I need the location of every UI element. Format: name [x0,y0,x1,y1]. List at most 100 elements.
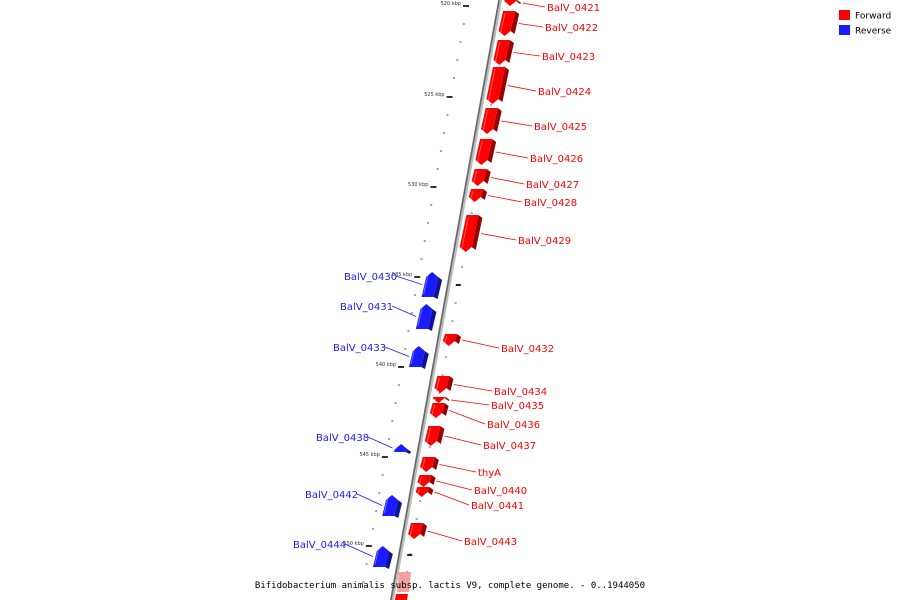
gene-feature[interactable]: thyA [420,457,501,479]
gene-arrow[interactable] [471,169,487,186]
gene-label[interactable]: BalV_0430 [344,272,397,283]
gene-label[interactable]: BalV_0435 [491,401,544,412]
gene-feature[interactable]: BalV_0442 [305,490,402,518]
gene-arrow[interactable] [442,334,457,346]
gene-leader-line [439,464,477,473]
gene-label[interactable]: BalV_0433 [333,343,386,354]
gene-shade [483,169,491,184]
gene-feature[interactable]: BalV_0444 [293,540,393,569]
gene-label[interactable]: BalV_0426 [530,154,583,165]
gene-arrow[interactable] [415,304,433,329]
gene-label[interactable]: BalV_0436 [487,420,540,431]
gene-label[interactable]: BalV_0444 [293,540,346,551]
gene-arrow[interactable] [393,444,408,452]
minor-tick [378,492,381,494]
gene-arrow[interactable] [498,11,516,36]
gene-feature[interactable]: BalV_0429 [459,215,571,252]
gene-arrow[interactable] [421,272,439,297]
gene-arrow[interactable] [475,139,493,165]
gene-label[interactable]: BalV_0421 [547,3,600,14]
gene-label[interactable]: BalV_0442 [305,490,358,501]
gene-arrow[interactable] [429,403,445,418]
gene-label[interactable]: BalV_0441 [471,501,524,512]
gene-arrow[interactable] [434,376,450,393]
gene-arrow[interactable] [408,523,423,539]
gene-feature[interactable]: BalV_0441 [415,487,524,512]
gene-leader-line [522,2,546,8]
gene-leader-line [427,530,463,542]
gene-label[interactable]: BalV_0438 [316,433,369,444]
gene-arrow[interactable] [481,108,498,134]
gene-arrow[interactable] [424,426,441,446]
gene-feature[interactable]: BalV_0431 [340,302,437,331]
minor-tick [423,240,426,242]
gene-label[interactable]: BalV_0440 [474,486,527,497]
gene-feature[interactable]: BalV_0436 [429,403,540,431]
gene-label[interactable]: BalV_0431 [340,302,393,313]
gene-label[interactable]: BalV_0427 [526,180,579,191]
gene-label[interactable]: thyA [478,468,501,479]
gene-feature[interactable]: BalV_0443 [408,523,517,548]
major-tick: 535 kbp [392,272,421,278]
minor-tick [441,374,444,376]
gene-label[interactable]: BalV_0422 [545,23,598,34]
gene-feature[interactable]: BalV_0424 [486,67,591,104]
gene-arrow[interactable] [409,346,425,367]
gene-feature[interactable]: BalV_0435 [432,397,544,412]
gene-feature[interactable]: BalV_0437 [424,426,536,452]
gene-shade [444,397,450,401]
major-tick: 545 kbp [359,452,388,458]
gene-label[interactable]: BalV_0437 [483,441,536,452]
minor-tick [397,384,400,386]
tick-label: 530 kbp [408,182,428,188]
gene-feature[interactable]: BalV_0434 [434,376,547,398]
gene-label[interactable]: BalV_0443 [464,537,517,548]
gene-feature[interactable]: BalV_0421 [504,0,600,14]
gene-feature[interactable]: BalV_0433 [333,343,429,369]
gene-arrow[interactable] [382,495,398,516]
gene-arrow[interactable] [493,40,510,65]
gene-feature[interactable]: BalV_0426 [475,139,583,165]
minor-tick [451,320,454,322]
gene-arrow[interactable] [486,67,505,104]
genome-backbone [389,0,503,600]
minor-tick [407,330,410,332]
tick-label: 545 kbp [359,452,379,458]
gene-label[interactable]: BalV_0425 [534,122,587,133]
minor-tick [388,438,391,440]
gene-feature[interactable]: BalV_0438 [316,433,412,454]
gene-arrow[interactable] [459,215,479,252]
gene-feature[interactable]: BalV_0422 [498,11,598,36]
gene-feature[interactable]: BalV_0432 [442,334,554,355]
gene-label[interactable]: BalV_0424 [538,87,591,98]
gene-arrow[interactable] [504,0,518,6]
gene-arrow[interactable] [432,397,446,403]
gene-shade [394,500,402,518]
gene-label[interactable]: BalV_0432 [501,344,554,355]
gene-arrow[interactable] [373,546,389,567]
gene-feature[interactable]: BalV_0428 [468,189,577,209]
gene-label[interactable]: BalV_0428 [524,198,577,209]
gene-arrow[interactable] [415,487,430,497]
gene-feature[interactable]: BalV_0425 [481,108,587,134]
gene-arrow[interactable] [417,475,432,487]
gene-feature[interactable]: BalV_0430 [344,272,443,299]
gene-arrow[interactable] [468,189,484,202]
gene-arrow[interactable] [420,457,435,472]
major-tick: 550 kbp [343,541,372,547]
gene-feature[interactable]: BalV_0423 [493,40,595,65]
gene-label[interactable]: BalV_0429 [518,236,571,247]
gene-label[interactable]: BalV_0423 [542,52,595,63]
gene-leader-line [453,384,493,392]
legend: Forward Reverse [839,10,892,37]
gene-feature-partial [395,572,411,600]
legend-item: Forward [839,10,891,22]
gene-shade [429,475,436,485]
gene-label[interactable]: BalV_0434 [494,387,547,398]
minor-tick [454,302,457,304]
minor-tick [439,150,442,152]
gene-leader-line [395,275,423,285]
gene-feature[interactable]: BalV_0427 [471,169,579,191]
gene-feature[interactable]: BalV_0440 [417,475,527,497]
